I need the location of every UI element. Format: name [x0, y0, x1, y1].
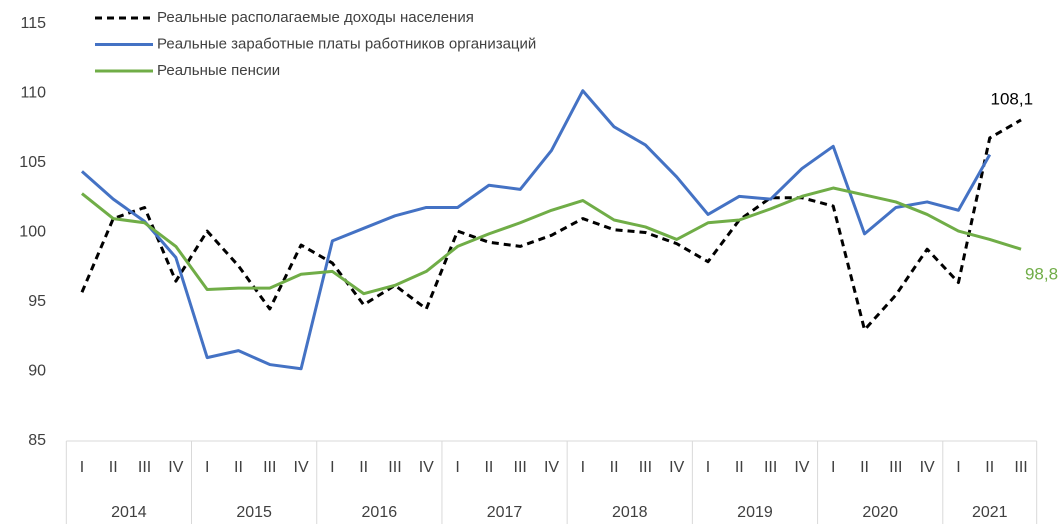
y-tick-label: 90 — [28, 363, 46, 380]
legend-label: Реальные пенсии — [157, 62, 280, 79]
x-group-label: 2018 — [612, 504, 648, 521]
x-tick-label: I — [706, 459, 710, 476]
x-tick-label: III — [639, 459, 652, 476]
y-tick-label: 85 — [28, 432, 46, 449]
y-tick-label: 95 — [28, 293, 46, 310]
x-tick-label: III — [138, 459, 151, 476]
x-tick-label: I — [581, 459, 585, 476]
x-tick-label: II — [234, 459, 243, 476]
x-tick-label: II — [359, 459, 368, 476]
x-tick-label: II — [860, 459, 869, 476]
x-tick-label: I — [956, 459, 960, 476]
legend-label: Реальные заработные платы работников орг… — [157, 35, 536, 52]
x-tick-label: III — [889, 459, 902, 476]
x-tick-label: III — [388, 459, 401, 476]
x-tick-label: IV — [669, 459, 684, 476]
y-tick-label: 100 — [19, 224, 46, 241]
x-tick-label: III — [514, 459, 527, 476]
x-tick-label: III — [764, 459, 777, 476]
x-group-label: 2015 — [236, 504, 272, 521]
series-line — [80, 118, 1022, 332]
x-tick-label: II — [109, 459, 118, 476]
x-tick-label: IV — [794, 459, 809, 476]
data-label: 108,1 — [991, 89, 1034, 108]
x-tick-label: II — [985, 459, 994, 476]
x-tick-label: IV — [168, 459, 183, 476]
x-tick-label: IV — [920, 459, 935, 476]
x-tick-label: I — [205, 459, 209, 476]
y-tick-label: 115 — [20, 15, 46, 32]
x-tick-label: IV — [419, 459, 434, 476]
x-group-label: 2016 — [362, 504, 398, 521]
series-line — [80, 89, 992, 371]
x-group-label: 2021 — [972, 504, 1008, 521]
x-tick-label: I — [330, 459, 334, 476]
y-tick-label: 110 — [20, 85, 46, 102]
x-tick-label: I — [455, 459, 459, 476]
x-tick-label: I — [80, 459, 84, 476]
x-tick-label: III — [263, 459, 276, 476]
x-group-label: 2019 — [737, 504, 773, 521]
x-tick-label: II — [484, 459, 493, 476]
x-group-label: 2014 — [111, 504, 147, 521]
x-tick-label: III — [1014, 459, 1027, 476]
y-tick-label: 105 — [19, 154, 46, 171]
x-tick-label: II — [610, 459, 619, 476]
data-label: 98,8 — [1025, 265, 1058, 284]
x-tick-label: IV — [294, 459, 309, 476]
x-group-label: 2017 — [487, 504, 523, 521]
x-tick-label: I — [831, 459, 835, 476]
x-group-label: 2020 — [862, 504, 898, 521]
x-tick-label: II — [735, 459, 744, 476]
x-tick-label: IV — [544, 459, 559, 476]
series-line — [81, 186, 1022, 296]
legend-label: Реальные располагаемые доходы населения — [157, 9, 474, 26]
